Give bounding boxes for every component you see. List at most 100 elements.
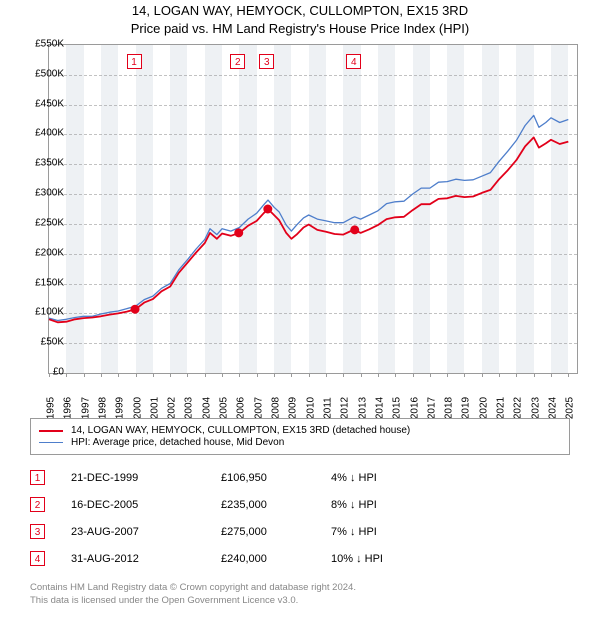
y-axis-label: £0 (18, 367, 64, 378)
sale-price: £106,950 (221, 472, 331, 484)
x-axis-label: 1996 (63, 397, 74, 419)
legend-swatch (39, 430, 63, 432)
series-line (49, 115, 568, 320)
chart-title: 14, LOGAN WAY, HEMYOCK, CULLOMPTON, EX15… (0, 0, 600, 37)
x-tick (136, 373, 137, 377)
x-axis-label: 1998 (97, 397, 108, 419)
x-tick (257, 373, 258, 377)
sale-marker-badge: 4 (346, 54, 361, 69)
x-axis-label: 1999 (115, 397, 126, 419)
x-axis-label: 1995 (46, 397, 57, 419)
y-axis-label: £550K (18, 39, 64, 50)
x-axis-label: 2023 (530, 397, 541, 419)
y-axis-label: £250K (18, 217, 64, 228)
y-axis-label: £450K (18, 98, 64, 109)
sale-point (350, 225, 359, 234)
sale-index-badge: 4 (30, 551, 45, 566)
x-tick (326, 373, 327, 377)
x-tick (309, 373, 310, 377)
legend-label: HPI: Average price, detached house, Mid … (71, 437, 284, 448)
x-axis-label: 2003 (184, 397, 195, 419)
y-axis-label: £200K (18, 247, 64, 258)
sale-point (263, 205, 272, 214)
x-tick (84, 373, 85, 377)
x-tick (361, 373, 362, 377)
plot-svg (49, 45, 577, 373)
sale-hpi-diff: 10% ↓ HPI (331, 553, 383, 565)
x-axis-label: 2005 (219, 397, 230, 419)
disclaimer-text: Contains HM Land Registry data © Crown c… (30, 582, 356, 608)
x-axis-label: 2020 (478, 397, 489, 419)
x-axis-label: 2019 (461, 397, 472, 419)
sale-index-badge: 1 (30, 470, 45, 485)
x-tick (464, 373, 465, 377)
x-tick (153, 373, 154, 377)
sale-price: £235,000 (221, 499, 331, 511)
sale-date: 23-AUG-2007 (71, 526, 221, 538)
series-line (49, 137, 568, 322)
title-line-1: 14, LOGAN WAY, HEMYOCK, CULLOMPTON, EX15… (0, 2, 600, 20)
x-axis-label: 2006 (236, 397, 247, 419)
x-axis-label: 2021 (496, 397, 507, 419)
legend-item: HPI: Average price, detached house, Mid … (39, 437, 561, 448)
x-axis-label: 2014 (374, 397, 385, 419)
x-tick (222, 373, 223, 377)
x-axis-label: 2000 (132, 397, 143, 419)
x-axis-labels: 1995 1996 1997 1998 1999 2000 2001 2002 2003 2004… (48, 378, 578, 418)
sale-hpi-diff: 4% ↓ HPI (331, 472, 377, 484)
sale-price: £275,000 (221, 526, 331, 538)
x-tick (274, 373, 275, 377)
sale-marker-badge: 1 (127, 54, 142, 69)
x-axis-label: 2011 (322, 397, 333, 419)
x-axis-label: 2013 (357, 397, 368, 419)
x-tick (395, 373, 396, 377)
x-tick (482, 373, 483, 377)
sale-marker-badge: 3 (259, 54, 274, 69)
chart-legend: 14, LOGAN WAY, HEMYOCK, CULLOMPTON, EX15… (30, 418, 570, 455)
x-tick (516, 373, 517, 377)
sale-hpi-diff: 7% ↓ HPI (331, 526, 377, 538)
x-tick (568, 373, 569, 377)
sale-row: 216-DEC-2005£235,0008% ↓ HPI (30, 491, 570, 518)
x-axis-label: 2012 (340, 397, 351, 419)
x-axis-label: 2004 (201, 397, 212, 419)
disclaimer-line-2: This data is licensed under the Open Gov… (30, 595, 356, 608)
sale-row: 431-AUG-2012£240,00010% ↓ HPI (30, 545, 570, 572)
sale-date: 31-AUG-2012 (71, 553, 221, 565)
x-tick (118, 373, 119, 377)
disclaimer-line-1: Contains HM Land Registry data © Crown c… (30, 582, 356, 595)
sale-marker-badge: 2 (230, 54, 245, 69)
y-axis-label: £500K (18, 68, 64, 79)
x-axis-label: 2022 (513, 397, 524, 419)
x-axis-label: 2007 (253, 397, 264, 419)
x-tick (551, 373, 552, 377)
x-tick (170, 373, 171, 377)
x-tick (534, 373, 535, 377)
x-axis-label: 2024 (548, 397, 559, 419)
x-axis-label: 1997 (80, 397, 91, 419)
y-axis-label: £100K (18, 307, 64, 318)
sale-row: 323-AUG-2007£275,0007% ↓ HPI (30, 518, 570, 545)
sale-index-badge: 2 (30, 497, 45, 512)
x-tick (430, 373, 431, 377)
legend-swatch (39, 442, 63, 443)
sale-point (234, 228, 243, 237)
y-axis-label: £400K (18, 128, 64, 139)
x-tick (101, 373, 102, 377)
x-tick (378, 373, 379, 377)
price-chart (48, 44, 578, 374)
x-axis-label: 2008 (271, 397, 282, 419)
x-axis-label: 2001 (149, 397, 160, 419)
x-tick (187, 373, 188, 377)
sale-row: 121-DEC-1999£106,9504% ↓ HPI (30, 464, 570, 491)
x-axis-label: 2009 (288, 397, 299, 419)
y-axis-label: £150K (18, 277, 64, 288)
x-tick (66, 373, 67, 377)
sale-hpi-diff: 8% ↓ HPI (331, 499, 377, 511)
x-axis-label: 2002 (167, 397, 178, 419)
x-tick (291, 373, 292, 377)
x-axis-label: 2017 (426, 397, 437, 419)
x-tick (447, 373, 448, 377)
x-tick (499, 373, 500, 377)
sales-table: 121-DEC-1999£106,9504% ↓ HPI216-DEC-2005… (30, 464, 570, 572)
